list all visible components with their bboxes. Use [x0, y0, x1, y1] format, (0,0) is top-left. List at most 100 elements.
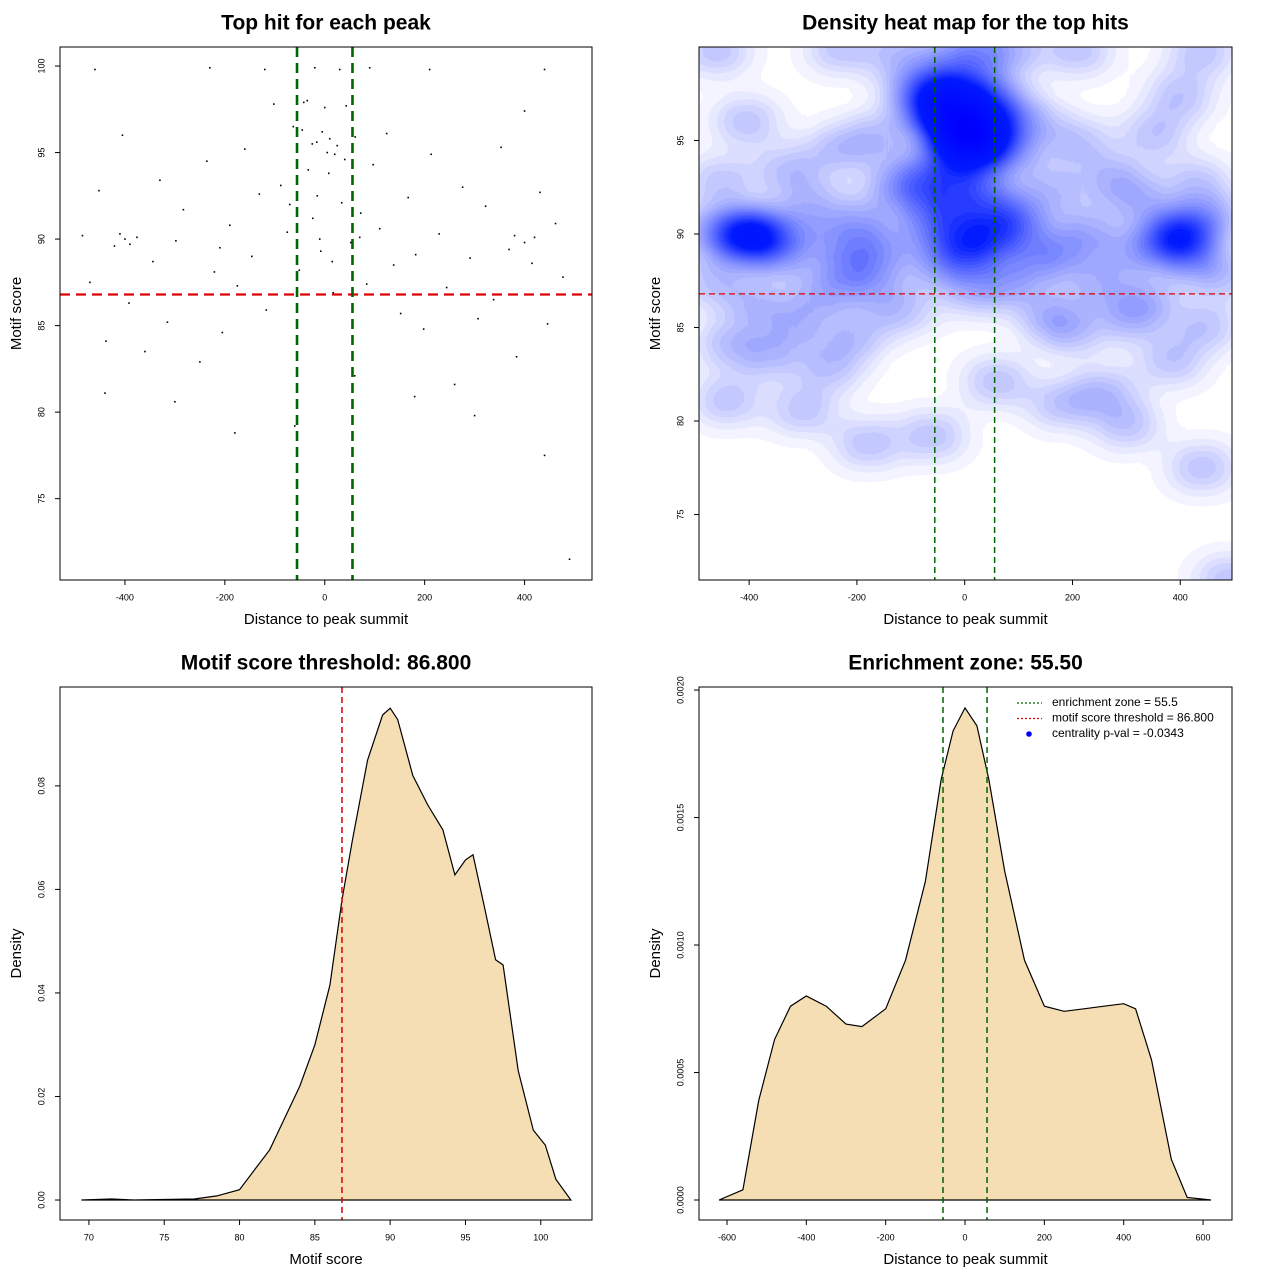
point	[338, 68, 341, 71]
legend-label: enrichment zone = 55.5	[1052, 695, 1178, 709]
point	[332, 291, 335, 294]
y-tick-label: 0.0000	[675, 1186, 685, 1214]
heat-point	[1120, 418, 1133, 431]
heat-point	[848, 329, 861, 342]
point	[136, 236, 138, 239]
heat-point	[1174, 89, 1187, 102]
point	[539, 191, 541, 194]
point	[343, 158, 346, 161]
point	[508, 248, 510, 251]
heat-point	[856, 213, 869, 226]
heat-point	[1040, 308, 1053, 321]
heat-point	[1124, 314, 1137, 327]
point	[399, 312, 402, 315]
heat-point	[964, 119, 977, 132]
heat-point	[764, 349, 777, 362]
point	[105, 340, 107, 342]
point	[124, 238, 126, 240]
x-tick-label: -600	[718, 1232, 736, 1242]
x-tick-label: 80	[235, 1232, 245, 1242]
x-tick-label: 200	[1065, 592, 1080, 602]
heat-point	[715, 175, 728, 188]
heat-point	[1132, 192, 1145, 205]
point	[159, 179, 161, 182]
heat-point	[981, 84, 994, 97]
heat-point	[747, 297, 760, 310]
heat-point	[947, 42, 960, 55]
point	[331, 260, 334, 263]
heat-point	[911, 170, 924, 183]
point	[298, 269, 301, 272]
point	[354, 136, 357, 138]
x-tick-label: 400	[1116, 1232, 1131, 1242]
heat-point	[722, 338, 735, 351]
point	[128, 302, 130, 304]
y-tick-label: 85	[675, 323, 685, 333]
point	[306, 99, 309, 102]
heat-point	[1090, 280, 1103, 293]
y-tick-label: 0.0020	[675, 676, 685, 704]
point	[323, 106, 326, 109]
y-axis-label: Motif score	[647, 277, 664, 350]
point	[288, 203, 291, 206]
point	[422, 328, 425, 330]
point	[286, 231, 289, 233]
heat-point	[966, 252, 979, 265]
heat-point	[839, 263, 852, 276]
point	[438, 233, 440, 235]
point	[469, 257, 471, 259]
point	[531, 262, 533, 265]
heat-point	[955, 112, 968, 125]
heat-point	[972, 127, 985, 140]
heat-point	[988, 97, 1001, 110]
plot-frame	[698, 46, 1233, 581]
point	[513, 234, 516, 237]
heat-point	[721, 394, 734, 407]
heat-point	[895, 304, 908, 317]
point	[523, 241, 526, 244]
point	[144, 350, 146, 353]
heat-point	[1056, 244, 1069, 257]
point	[523, 110, 526, 112]
heat-point	[1017, 216, 1030, 229]
point	[213, 271, 216, 273]
y-tick-label: 75	[36, 494, 46, 504]
y-tick-label: 0.08	[36, 777, 46, 795]
x-tick-label: -400	[740, 592, 758, 602]
point	[484, 205, 487, 208]
y-tick-label: 80	[675, 416, 685, 426]
point	[236, 285, 239, 287]
point	[302, 101, 305, 104]
heat-point	[1182, 254, 1195, 267]
point	[234, 432, 236, 434]
point	[307, 169, 310, 171]
heat-point	[788, 317, 801, 330]
point	[166, 321, 169, 323]
point	[258, 193, 261, 195]
density-area	[81, 707, 573, 1201]
heat-point	[834, 42, 847, 55]
heat-point	[986, 231, 999, 244]
point	[500, 146, 502, 149]
chart-title: Density heat map for the top hits	[802, 12, 1129, 35]
x-tick-label: 0	[962, 592, 967, 602]
x-tick-label: 85	[310, 1232, 320, 1242]
x-tick-label: 400	[517, 592, 532, 602]
heat-point	[974, 44, 987, 57]
point	[428, 68, 431, 71]
point	[244, 148, 246, 150]
chart-title: Top hit for each peak	[221, 12, 431, 35]
point	[554, 222, 557, 225]
point	[333, 153, 336, 156]
y-axis-label: Density	[8, 928, 25, 979]
point	[336, 144, 339, 147]
point	[368, 66, 371, 69]
point	[272, 103, 275, 105]
heat-point	[823, 360, 836, 373]
point	[292, 125, 295, 128]
legend-label: centrality p-val = -0.0343	[1052, 726, 1184, 740]
point	[453, 383, 456, 386]
heat-point	[748, 233, 761, 246]
point	[89, 281, 91, 284]
